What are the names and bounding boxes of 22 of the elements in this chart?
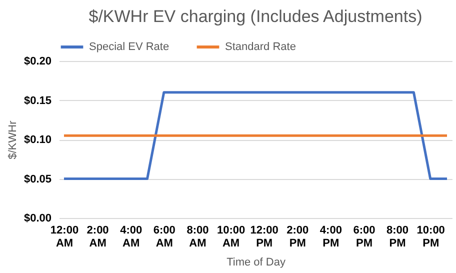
- x-tick-label: 8:00 AM: [186, 224, 209, 250]
- y-tick-label: $0.05: [24, 173, 52, 186]
- x-tick-label: 6:00 AM: [153, 224, 176, 250]
- y-tick-label: $0.10: [24, 134, 52, 146]
- x-tick-label: 4:00 AM: [120, 224, 142, 250]
- legend-label: Standard Rate: [225, 41, 296, 53]
- x-axis-title: Time of Day: [226, 256, 286, 268]
- x-tick-label: 8:00 PM: [386, 224, 409, 250]
- legend-label: Special EV Rate: [89, 41, 170, 53]
- y-tick-label: $0.15: [24, 94, 52, 107]
- x-tick-label: 4:00 PM: [320, 224, 342, 250]
- x-tick-label: 2:00 PM: [286, 224, 309, 250]
- x-tick-label: 6:00 PM: [353, 224, 376, 250]
- x-tick-label: 12:00 AM: [50, 224, 79, 250]
- y-tick-label: $0.20: [24, 56, 52, 68]
- chart-title: $/KWHr EV charging (Includes Adjustments): [88, 7, 422, 26]
- x-tick-label: 10:00 AM: [216, 224, 246, 250]
- x-tick-label: 10:00 PM: [416, 224, 445, 250]
- y-tick-label: $0.00: [24, 212, 52, 224]
- y-axis-title: $/KWHr: [6, 120, 19, 160]
- x-tick-label: 12:00 PM: [250, 224, 278, 250]
- x-tick-label: 2:00 AM: [86, 224, 109, 250]
